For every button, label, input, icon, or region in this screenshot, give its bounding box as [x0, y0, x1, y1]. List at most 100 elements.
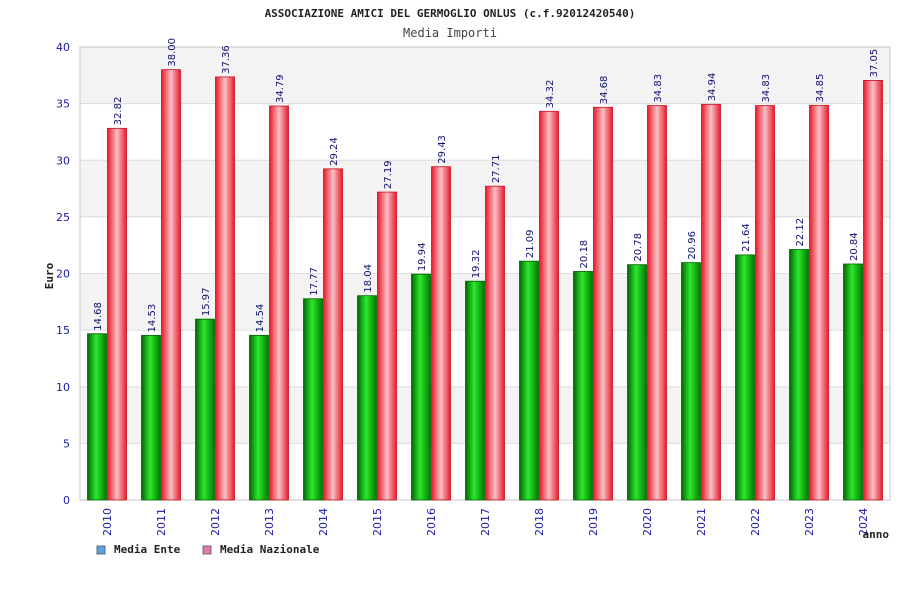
- x-tick-label: 2016: [425, 508, 438, 536]
- x-tick-label: 2015: [371, 508, 384, 536]
- bar-media-nazionale-2021: [701, 103, 721, 501]
- data-label: 34.83: [761, 74, 772, 103]
- bar-media-ente-2021: [681, 262, 701, 501]
- y-tick-label: 35: [56, 98, 70, 111]
- data-label: 27.19: [383, 160, 394, 189]
- x-tick-label: 2020: [641, 508, 654, 536]
- bar-media-nazionale-2018: [539, 110, 559, 501]
- y-tick-label: 10: [56, 381, 70, 394]
- data-label: 20.96: [687, 231, 698, 260]
- x-tick-label: 2019: [587, 508, 600, 536]
- data-label: 38.00: [167, 38, 178, 67]
- x-axis-label: anno: [863, 528, 890, 541]
- grid-bands: [80, 47, 890, 444]
- legend-label-media-nazionale: Media Nazionale: [220, 543, 320, 556]
- data-label: 20.84: [849, 232, 860, 261]
- data-label: 34.79: [275, 74, 286, 103]
- data-labels: 14.68 32.82 14.53 38.00 15.97 37.36 14.54 34.79…: [93, 38, 880, 332]
- bar-media-ente-2011: [141, 335, 161, 501]
- data-label: 34.85: [815, 74, 826, 103]
- data-label: 22.12: [795, 218, 806, 247]
- bar-media-nazionale-2016: [431, 166, 451, 501]
- bars: [87, 69, 883, 501]
- data-label: 21.64: [741, 223, 752, 252]
- bar-media-nazionale-2020: [647, 105, 667, 501]
- bar-media-nazionale-2015: [377, 191, 397, 501]
- chart-subtitle: Media Importi: [403, 26, 497, 40]
- x-tick-label: 2021: [695, 508, 708, 536]
- bar-media-ente-2017: [465, 280, 485, 501]
- y-tick-label: 0: [63, 494, 70, 507]
- bar-media-ente-2022: [735, 254, 755, 501]
- y-tick-label: 5: [63, 437, 70, 450]
- data-label: 21.09: [525, 230, 536, 259]
- y-tick-label: 40: [56, 41, 70, 54]
- y-tick-label: 20: [56, 268, 70, 281]
- y-tick-label: 15: [56, 324, 70, 337]
- data-label: 14.54: [255, 304, 266, 333]
- data-label: 29.24: [329, 137, 340, 166]
- bar-media-ente-2016: [411, 273, 431, 501]
- bar-media-nazionale-2014: [323, 168, 343, 501]
- bar-media-nazionale-2024: [863, 80, 883, 501]
- data-label: 15.97: [201, 287, 212, 316]
- data-label: 27.71: [491, 155, 502, 184]
- bar-media-ente-2015: [357, 295, 377, 501]
- x-axis-ticks: 2010 2011 2012 2013 2014 2015 2016 2017 2018 2019…: [101, 508, 870, 536]
- x-tick-label: 2013: [263, 508, 276, 536]
- data-label: 37.36: [221, 45, 232, 74]
- y-axis-label: Euro: [43, 262, 56, 289]
- bar-media-ente-2014: [303, 298, 323, 501]
- data-label: 34.83: [653, 74, 664, 103]
- data-label: 14.53: [147, 304, 158, 333]
- data-label: 20.78: [633, 233, 644, 262]
- grid-lines: [80, 103, 890, 444]
- grid-band: [80, 160, 890, 217]
- legend: Media Ente Media Nazionale: [96, 543, 320, 556]
- x-tick-label: 2014: [317, 508, 330, 536]
- data-label: 34.68: [599, 76, 610, 105]
- y-axis-ticks: 0 5 10 15 20 25 30 35 40: [56, 41, 70, 507]
- grid-band: [80, 273, 890, 331]
- bar-media-nazionale-2011: [161, 69, 181, 501]
- x-tick-label: 2012: [209, 508, 222, 536]
- bar-media-nazionale-2019: [593, 106, 613, 501]
- data-label: 34.94: [707, 73, 718, 102]
- data-label: 29.43: [437, 135, 448, 164]
- data-label: 19.94: [417, 243, 428, 272]
- data-label: 20.18: [579, 240, 590, 269]
- bar-media-nazionale-2023: [809, 104, 829, 501]
- bar-media-ente-2024: [843, 263, 863, 501]
- y-tick-label: 25: [56, 211, 70, 224]
- data-label: 34.32: [545, 80, 556, 109]
- x-tick-label: 2023: [803, 508, 816, 536]
- grid-band: [80, 47, 890, 104]
- bar-media-ente-2010: [87, 333, 107, 501]
- bar-media-ente-2019: [573, 271, 593, 501]
- data-label: 14.68: [93, 302, 104, 331]
- bar-media-nazionale-2022: [755, 105, 775, 501]
- data-label: 37.05: [869, 49, 880, 78]
- plot-area: [79, 46, 891, 501]
- bar-media-ente-2013: [249, 334, 269, 501]
- bar-media-ente-2023: [789, 249, 809, 501]
- grid-band: [80, 386, 890, 444]
- x-tick-label: 2017: [479, 508, 492, 536]
- bar-media-ente-2018: [519, 260, 539, 501]
- bar-media-nazionale-2013: [269, 105, 289, 501]
- data-label: 17.77: [309, 267, 320, 296]
- x-tick-label: 2018: [533, 508, 546, 536]
- data-label: 32.82: [113, 97, 124, 126]
- chart-title: ASSOCIAZIONE AMICI DEL GERMOGLIO ONLUS (…: [265, 7, 636, 20]
- legend-swatch-media-nazionale: [202, 545, 212, 555]
- bar-media-ente-2020: [627, 264, 647, 501]
- legend-label-media-ente: Media Ente: [114, 543, 181, 556]
- data-label: 19.32: [471, 250, 482, 279]
- x-tick-label: 2010: [101, 508, 114, 536]
- y-tick-label: 30: [56, 154, 70, 167]
- x-tick-label: 2024: [857, 508, 870, 536]
- bar-media-ente-2012: [195, 318, 215, 501]
- legend-swatch-media-ente: [96, 545, 106, 555]
- bar-media-nazionale-2017: [485, 185, 505, 501]
